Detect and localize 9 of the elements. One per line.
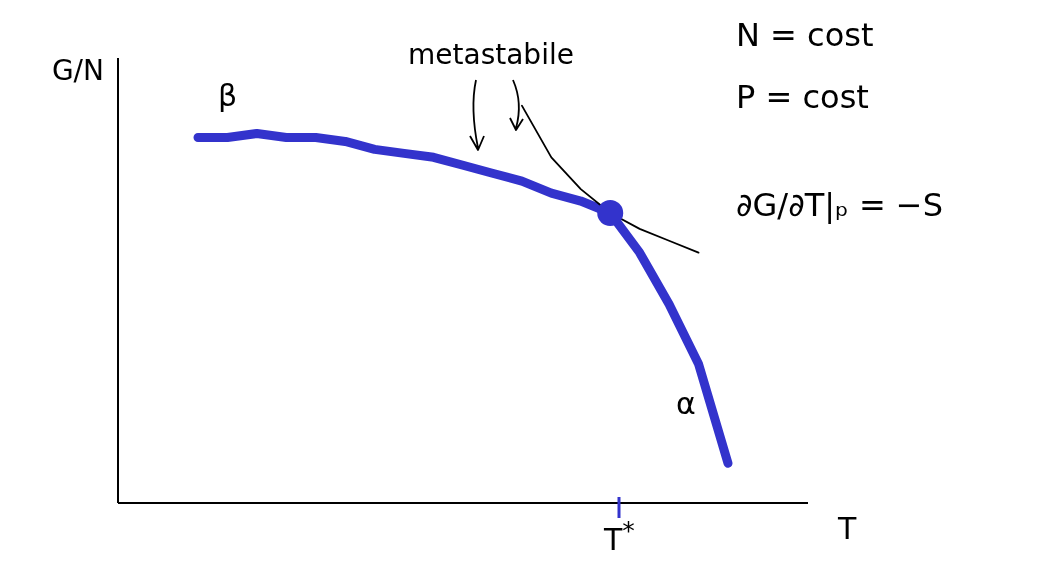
x-axis-title: T	[837, 510, 857, 546]
annotation: β	[218, 78, 238, 113]
y-axis-title: G/N	[51, 54, 104, 87]
annotation: ∂G/∂T|ₚ = −S	[736, 186, 943, 224]
text: T$^{*}$	[604, 516, 635, 557]
text: N = cost	[736, 16, 874, 54]
text: metastabile	[408, 38, 574, 71]
annotation: α	[676, 386, 696, 421]
annotation: P = cost	[736, 78, 869, 116]
